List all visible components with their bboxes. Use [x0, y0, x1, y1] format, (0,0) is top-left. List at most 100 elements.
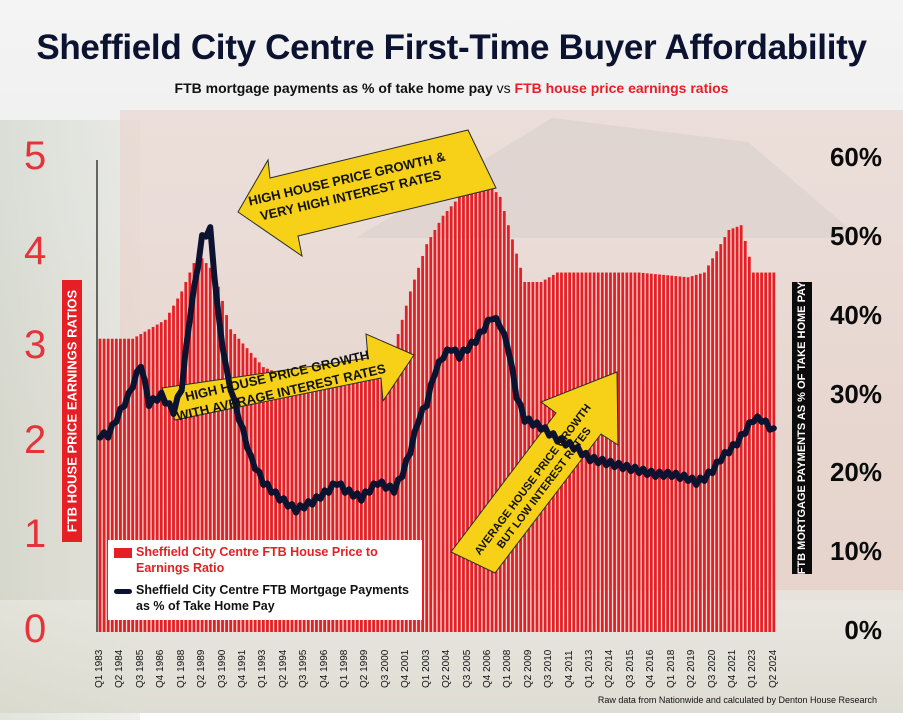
- bar: [155, 324, 159, 632]
- right-axis-label: FTB MORTGAGE PAYMENTS AS % OF TAKE HOME …: [792, 282, 812, 574]
- bar: [376, 376, 380, 632]
- bar: [139, 334, 143, 632]
- bar: [764, 272, 768, 632]
- bar: [609, 272, 612, 632]
- bar: [735, 226, 739, 633]
- bar: [425, 244, 429, 632]
- x-tick-label: Q4 1986: [155, 649, 167, 688]
- bar: [470, 189, 474, 632]
- bar: [380, 369, 384, 632]
- chart-title: Sheffield City Centre First-Time Buyer A…: [36, 28, 867, 67]
- bar: [600, 272, 604, 632]
- bar: [686, 277, 690, 632]
- bar: [221, 300, 224, 632]
- right-tick-label: 60%: [829, 142, 882, 172]
- bar: [241, 343, 245, 632]
- bar: [217, 286, 220, 632]
- x-tick-label: Q1 2018: [665, 649, 677, 688]
- bar: [131, 338, 135, 632]
- legend-swatch-line: [114, 589, 132, 594]
- bar: [694, 274, 698, 632]
- x-tick-label: Q2 2014: [604, 649, 616, 688]
- legend-label-line: Sheffield City Centre FTB Mortgage Payme…: [136, 583, 409, 613]
- subtitle-mortgage-part: FTB mortgage payments as % of take home …: [174, 80, 493, 96]
- bar: [114, 338, 118, 632]
- bar: [319, 386, 322, 632]
- bar: [355, 382, 359, 632]
- right-axis-label-text: FTB MORTGAGE PAYMENTS AS % OF TAKE HOME …: [796, 281, 808, 575]
- bar: [106, 338, 110, 632]
- x-tick-label: Q2 1984: [114, 649, 126, 688]
- x-tick-label: Q1 1998: [339, 649, 351, 688]
- x-tick-label: Q4 1996: [318, 649, 330, 688]
- right-tick-label: 40%: [829, 299, 882, 330]
- bar: [441, 215, 445, 632]
- bar: [192, 263, 196, 632]
- x-tick-label: Q4 2021: [726, 649, 738, 688]
- x-tick-label: Q2 2009: [522, 649, 534, 688]
- bar: [731, 228, 735, 632]
- bar: [502, 211, 506, 632]
- bar: [364, 380, 367, 632]
- right-tick-label: 50%: [829, 220, 882, 251]
- bar: [323, 386, 326, 632]
- bar: [433, 229, 437, 632]
- bar: [429, 237, 433, 633]
- bar: [482, 187, 486, 632]
- x-tick-label: Q3 1985: [134, 649, 146, 688]
- bar: [617, 272, 621, 632]
- right-tick-label: 30%: [829, 378, 882, 409]
- source-note: Raw data from Nationwide and calculated …: [597, 695, 877, 705]
- bar: [359, 381, 363, 632]
- x-tick-label: Q2 1989: [196, 649, 208, 688]
- bar: [421, 255, 425, 632]
- bar: [494, 192, 498, 633]
- bar: [592, 272, 596, 632]
- x-tick-label: Q3 2020: [706, 649, 718, 688]
- bar: [490, 187, 494, 632]
- bar: [172, 305, 175, 632]
- bar: [310, 386, 314, 632]
- x-tick-label: Q1 2008: [502, 649, 514, 688]
- bar: [147, 329, 151, 632]
- bar: [200, 258, 204, 632]
- left-axis-label: FTB HOUSE PRICE EARNINGS RATIOS: [62, 280, 82, 542]
- bar: [180, 291, 184, 632]
- x-tick-label: Q3 2010: [543, 649, 555, 688]
- x-tick-label: Q4 2001: [400, 649, 412, 688]
- bar: [445, 211, 449, 632]
- bar: [756, 272, 759, 632]
- left-tick-label: 2: [24, 417, 47, 462]
- legend-item-bars: Sheffield City Centre FTB House Price to…: [114, 544, 406, 576]
- bar: [690, 276, 694, 632]
- x-tick-label: Q2 1999: [359, 649, 371, 688]
- bar: [237, 338, 241, 632]
- bar: [437, 222, 441, 633]
- left-axis-label-text: FTB HOUSE PRICE EARNINGS RATIOS: [64, 289, 80, 533]
- x-tick-label: Q1 1988: [175, 649, 187, 688]
- bar: [143, 331, 147, 632]
- x-tick-label: Q2 2024: [767, 649, 779, 688]
- x-tick-label: Q3 1990: [216, 649, 228, 688]
- bar: [625, 272, 629, 632]
- bar: [245, 348, 249, 632]
- bar: [752, 272, 755, 632]
- bar: [703, 272, 706, 632]
- bar: [760, 272, 763, 632]
- annotation-arrow-2: [161, 333, 415, 421]
- x-tick-label: Q4 2016: [645, 649, 657, 688]
- bar: [478, 187, 482, 632]
- bar: [413, 279, 416, 632]
- bar: [715, 251, 719, 633]
- bar: [204, 263, 208, 632]
- left-tick-label: 4: [24, 228, 47, 273]
- bar: [772, 272, 776, 632]
- subtitle-earnings-part: FTB house price earnings ratios: [514, 80, 729, 96]
- bar: [335, 386, 339, 632]
- bar: [747, 256, 751, 632]
- bar: [127, 338, 130, 632]
- right-tick-label: 20%: [829, 457, 882, 488]
- x-tick-label: Q1 2013: [584, 649, 596, 688]
- bar: [596, 272, 600, 632]
